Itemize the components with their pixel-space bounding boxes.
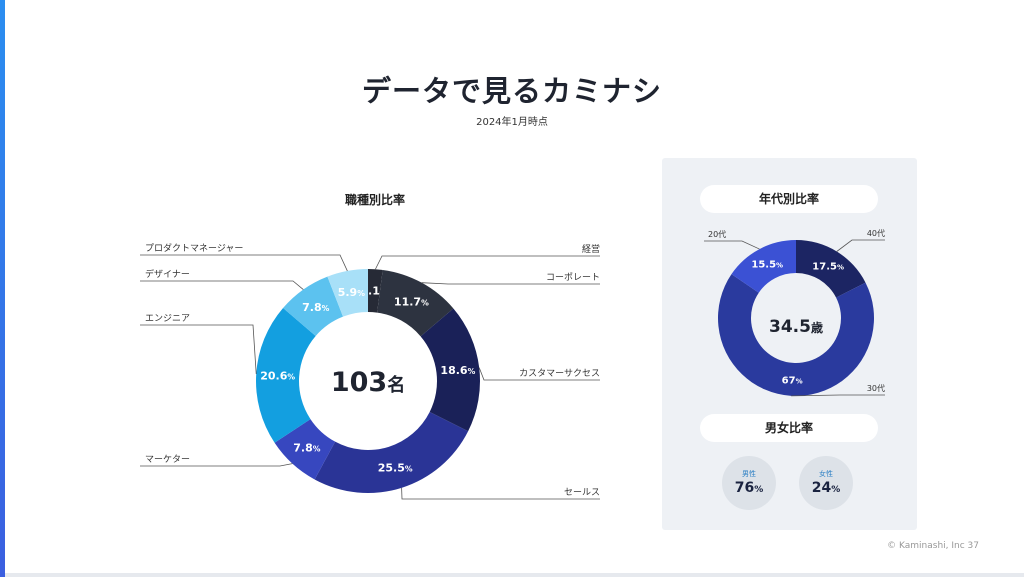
female-unit: % (831, 485, 841, 495)
donut-value-marketer: 7.8% (293, 442, 321, 455)
footer-copyright: © Kaminashi, Inc 37 (887, 541, 979, 551)
value-unit: % (405, 464, 413, 473)
donut-label-corporate: コーポレート (546, 272, 600, 283)
donut-slice-corporate (377, 269, 454, 337)
donut-slice-sales (314, 411, 469, 493)
value-unit: % (796, 377, 803, 385)
bottom-rule (5, 573, 1024, 577)
leader-line-20s (704, 240, 760, 250)
donut-label-customer-success: カスタマーサクセス (519, 368, 600, 379)
male-circle: 男性 76% (722, 456, 776, 510)
donut-label-designer: デザイナー (145, 268, 190, 280)
value-unit: % (313, 445, 321, 454)
donut-label-30s: 30代 (867, 383, 885, 393)
donut-value-40s: 17.5% (812, 262, 844, 273)
accent-bar (0, 0, 5, 577)
donut-slice-40s (796, 240, 866, 298)
donut-slice-20s (731, 240, 796, 293)
donut-value-customer-success: 18.6% (440, 364, 475, 377)
male-value-row: 76% (722, 480, 776, 496)
donut-slice-executive (368, 269, 383, 313)
value-unit: % (322, 304, 330, 313)
donut-label-20s: 20代 (708, 229, 726, 239)
job-center-number: 103 (331, 367, 387, 398)
value-unit: % (776, 262, 783, 270)
page-title: データで見るカミナシ (361, 74, 662, 108)
male-value: 76 (734, 480, 755, 496)
donut-label-product-manager: プロダクトマネージャー (145, 242, 243, 254)
donut-label-marketer: マーケター (145, 454, 190, 465)
donut-slice-designer (283, 276, 344, 337)
female-value: 24 (811, 480, 832, 496)
donut-slice-product-manager (327, 269, 368, 317)
leader-line-sales (401, 487, 600, 500)
age-chart-title: 年代別比率 (700, 185, 878, 213)
leader-line-40s (836, 239, 885, 252)
donut-slice-marketer (274, 419, 336, 480)
donut-label-executive: 経営 (582, 243, 600, 255)
donut-slice-30s (718, 274, 874, 397)
donut-value-designer: 7.8% (302, 301, 330, 314)
value-unit: % (468, 367, 476, 376)
leader-line-engineer (140, 324, 257, 374)
value-unit: % (287, 372, 295, 381)
donut-label-40s: 40代 (867, 228, 885, 238)
donut-value-product-manager: 5.9% (338, 286, 366, 299)
donut-value-30s: 67% (782, 375, 803, 386)
female-value-row: 24% (799, 480, 853, 496)
age-center-unit: 歳 (811, 320, 823, 335)
donut-value-corporate: 11.7% (394, 296, 429, 309)
gender-title: 男女比率 (700, 414, 878, 442)
leader-line-corporate (421, 282, 600, 285)
age-center-number: 34.5 (769, 317, 811, 337)
male-unit: % (754, 485, 764, 495)
leader-line-executive (375, 255, 600, 270)
donut-value-20s: 15.5% (751, 260, 783, 271)
value-unit: % (421, 299, 429, 308)
age-center-label: 34.5歳 (769, 317, 823, 337)
female-circle: 女性 24% (799, 456, 853, 510)
value-unit: % (357, 289, 365, 298)
right-panel: 年代別比率 男女比率 男性 76% 女性 24% (662, 158, 917, 530)
page-subtitle: 2024年1月時点 (476, 117, 548, 128)
leader-line-customer-success (478, 367, 600, 381)
donut-slice-customer-success (420, 308, 480, 432)
job-center-label: 103名 (331, 367, 405, 398)
donut-label-engineer: エンジニア (145, 314, 190, 324)
job-chart-title: 職種別比率 (344, 193, 405, 207)
donut-label-sales: セールス (564, 487, 600, 498)
donut-value-sales: 25.5% (378, 461, 413, 474)
leader-line-designer (140, 280, 304, 290)
donut-slice-engineer (256, 307, 316, 443)
leader-line-marketer (140, 463, 293, 467)
job-center-unit: 名 (387, 374, 405, 396)
male-label: 男性 (742, 470, 756, 478)
age-donut-chart: 17.5% 40代 67% 30代 15.5% 20代 (704, 228, 885, 397)
female-label: 女性 (819, 470, 833, 478)
leader-line-product-manager (140, 254, 348, 272)
job-donut-chart: 2.1%経営11.7%コーポレート18.6%カスタマーサクセス25.5%セールス… (140, 242, 600, 500)
leader-line-30s (791, 394, 885, 397)
value-unit: % (837, 264, 844, 272)
donut-value-engineer: 20.6% (260, 369, 295, 382)
